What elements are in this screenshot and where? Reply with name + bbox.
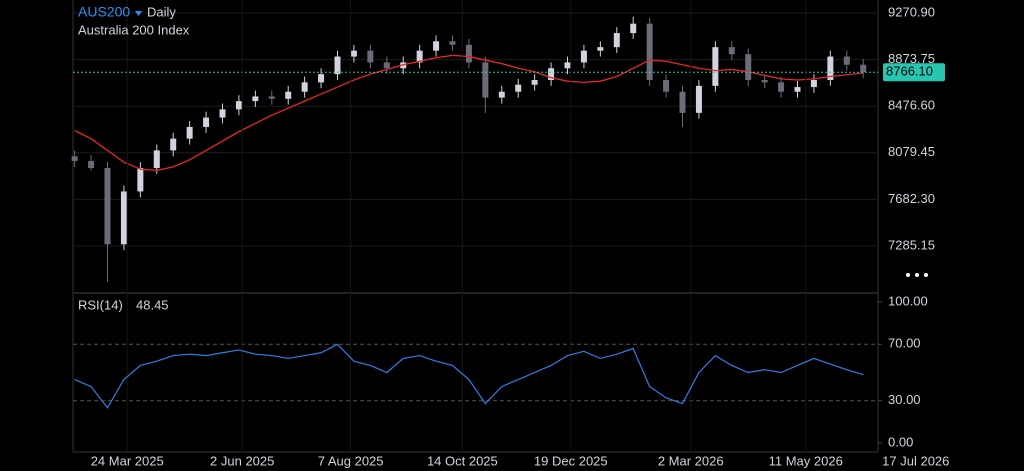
last-price-tag — [883, 63, 945, 82]
candle-body — [252, 96, 259, 102]
candle-body — [564, 62, 571, 69]
x-tick-label: 2 Mar 2026 — [658, 453, 724, 468]
candle-body — [334, 56, 341, 75]
candle-body — [646, 23, 653, 81]
interval: Daily — [147, 4, 176, 19]
candle-body — [219, 109, 226, 118]
candle-body — [416, 50, 423, 63]
y-tick-label: 8476.60 — [888, 98, 935, 113]
candle-body — [712, 47, 719, 86]
candle-body — [728, 47, 735, 55]
candle-body — [827, 56, 834, 81]
candle-body — [860, 64, 867, 73]
candle-body — [120, 191, 127, 245]
candle-body — [71, 156, 78, 161]
x-tick-label: 19 Dec 2025 — [534, 453, 608, 468]
y-tick-label: 8873.75 — [888, 51, 935, 66]
candle-body — [203, 117, 210, 127]
y-tick-label: 100.00 — [888, 293, 928, 308]
candle-body — [268, 96, 275, 99]
x-tick-label: 14 Oct 2025 — [427, 453, 498, 468]
candle-body — [810, 80, 817, 88]
candle-body — [186, 126, 193, 139]
candle-body — [301, 82, 308, 92]
last-price-label: 8766.10 — [886, 64, 933, 79]
candle-body — [548, 68, 555, 81]
rsi-title: RSI(14) — [78, 297, 123, 312]
candle-body — [318, 74, 325, 83]
candle-body — [515, 84, 522, 92]
y-tick-label: 8079.45 — [888, 144, 935, 159]
y-tick-label: 0.00 — [888, 434, 913, 449]
candle-body — [613, 33, 620, 48]
description: Australia 200 Index — [78, 22, 190, 37]
candle-body — [531, 80, 538, 85]
candle-body — [153, 150, 160, 168]
candle-body — [679, 91, 686, 113]
candle-body — [630, 23, 637, 34]
symbol[interactable]: AUS200 — [78, 4, 130, 20]
candle-body — [695, 85, 702, 113]
candle-body — [88, 160, 95, 168]
candle-body — [580, 50, 587, 63]
plot: 9270.90 8873.75 8476.60 8079.45 7682.30 7285.… — [71, 0, 949, 468]
candle-body — [745, 54, 752, 81]
y-tick-label: 9270.90 — [888, 4, 935, 19]
candle-body — [137, 167, 144, 192]
candle-body — [285, 91, 292, 99]
x-tick-label: 2 Jun 2025 — [210, 453, 274, 468]
candle-body — [170, 138, 177, 151]
x-tick-label: 24 Mar 2025 — [91, 453, 164, 468]
candle-body — [350, 50, 357, 57]
candle-body — [778, 82, 785, 92]
rsi-line — [74, 343, 864, 409]
candle-body — [482, 62, 489, 98]
candle-body — [367, 50, 374, 63]
candle-body — [104, 167, 111, 245]
more-icon[interactable] — [906, 273, 928, 277]
candle-body — [465, 44, 472, 63]
dropdown-icon[interactable] — [135, 11, 142, 16]
candle-body — [383, 62, 390, 69]
y-tick-label: 70.00 — [888, 336, 921, 351]
candle-body — [843, 56, 850, 65]
x-tick-label: 11 May 2026 — [769, 453, 843, 468]
y-tick-label: 30.00 — [888, 392, 921, 407]
moving-average — [74, 54, 864, 171]
x-tick-label: 17 Jul 2026 — [882, 453, 949, 468]
candle-body — [761, 80, 768, 83]
candle-body — [597, 47, 604, 51]
candle-body — [449, 41, 456, 45]
x-tick-label: 7 Aug 2025 — [318, 453, 384, 468]
y-tick-label: 7682.30 — [888, 191, 935, 206]
candle-body — [794, 87, 801, 92]
candle-body — [663, 80, 670, 92]
candle-body — [235, 101, 242, 110]
candle-body — [433, 41, 440, 51]
rsi-last: 48.45 — [136, 297, 169, 312]
candle-body — [498, 91, 505, 98]
y-tick-label: 7285.15 — [888, 237, 935, 252]
